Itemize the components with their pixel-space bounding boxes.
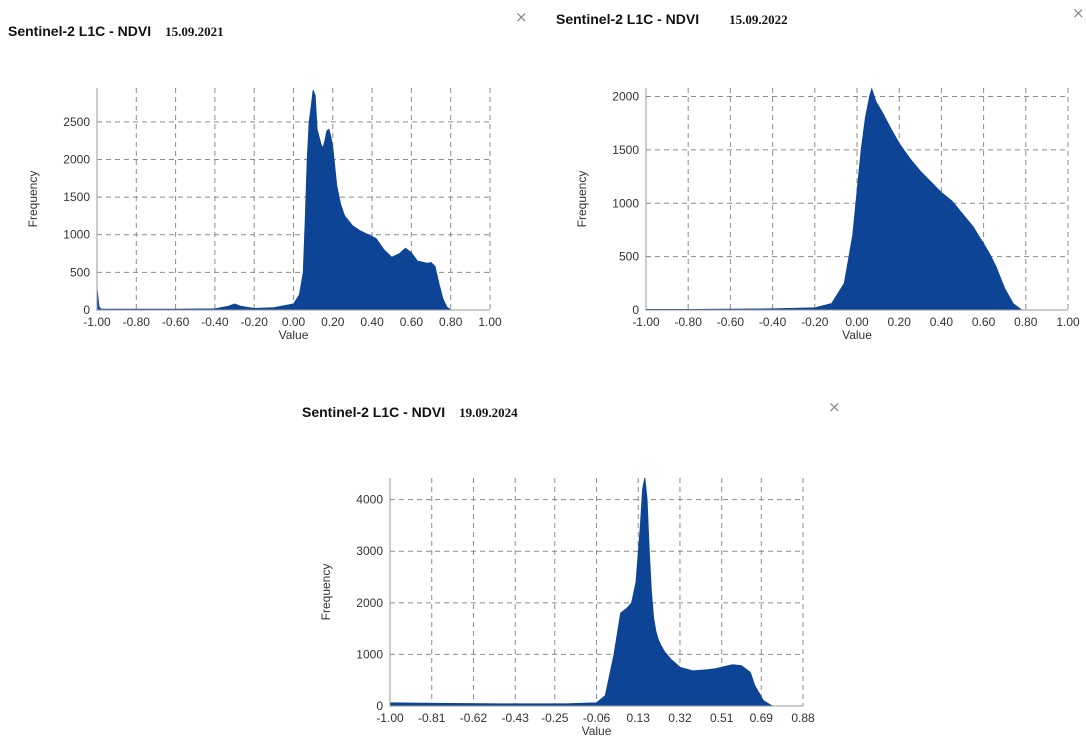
x-tick-label: -0.40 xyxy=(201,315,229,329)
y-tick-label: 1000 xyxy=(63,228,90,242)
x-axis-label: Value xyxy=(582,724,612,738)
x-tick-label: 0.20 xyxy=(321,315,345,329)
x-tick-label: 0.69 xyxy=(750,711,774,725)
panel-date: 19.09.2024 xyxy=(459,405,518,420)
y-tick-label: 1000 xyxy=(356,647,383,661)
y-tick-label: 2000 xyxy=(612,90,639,104)
panel-title-text: Sentinel-2 L1C - NDVI xyxy=(302,404,446,420)
x-tick-label: -0.43 xyxy=(502,711,530,725)
panel-title-2021: Sentinel-2 L1C - NDVI 15.09.2021 xyxy=(8,23,224,40)
panel-date: 15.09.2022 xyxy=(729,12,788,27)
x-tick-label: 1.00 xyxy=(478,315,502,329)
y-tick-label: 2500 xyxy=(63,115,90,129)
y-axis-label: Frequency xyxy=(575,171,589,228)
y-tick-label: 3000 xyxy=(356,544,383,558)
histogram-chart-2022: -1.00 -0.80 -0.60 -0.40 -0.20 0.00 0.20 0.40 0.6… xyxy=(575,87,1080,342)
panel-title-text: Sentinel-2 L1C - NDVI xyxy=(8,23,152,39)
x-tick-label: 0.40 xyxy=(930,315,954,329)
x-tick-label: -0.20 xyxy=(241,315,269,329)
y-tick-label: 4000 xyxy=(356,493,383,507)
y-tick-label: 1500 xyxy=(63,190,90,204)
y-tick-label: 500 xyxy=(619,250,639,264)
x-tick-label: 0.60 xyxy=(400,315,424,329)
histogram-panel-2021: Sentinel-2 L1C - NDVI 15.09.2021 × -1.00-… xyxy=(0,0,540,370)
y-tick-label: 0 xyxy=(83,303,90,317)
histogram-panel-2024: Sentinel-2 L1C - NDVI 19.09.2024 × -1.00-… xyxy=(290,380,850,749)
x-tick-label: -0.40 xyxy=(759,315,787,329)
x-tick-label: 0.60 xyxy=(972,315,996,329)
x-axis-label: Value xyxy=(279,328,309,342)
x-tick-label: 0.00 xyxy=(845,315,869,329)
x-tick-label: 0.88 xyxy=(791,711,815,725)
close-icon[interactable]: × xyxy=(1072,4,1085,22)
x-tick-label: -0.60 xyxy=(717,315,745,329)
x-tick-label: -0.06 xyxy=(583,711,611,725)
y-tick-label: 2000 xyxy=(63,152,90,166)
y-tick-label: 0 xyxy=(376,699,383,713)
x-tick-label: 0.13 xyxy=(627,711,651,725)
x-tick-label: -1.00 xyxy=(632,315,660,329)
x-tick-label: -0.80 xyxy=(123,315,151,329)
y-tick-label: 1000 xyxy=(612,196,639,210)
panel-date: 15.09.2021 xyxy=(165,24,224,39)
x-tick-label: -0.80 xyxy=(675,315,703,329)
x-tick-label: -1.00 xyxy=(376,711,404,725)
panel-title-text: Sentinel-2 L1C - NDVI xyxy=(556,11,700,27)
y-tick-label: 1500 xyxy=(612,143,639,157)
x-tick-label: 1.00 xyxy=(1056,315,1080,329)
x-tick-label: -1.00 xyxy=(83,315,111,329)
y-axis-label: Frequency xyxy=(319,564,333,621)
histogram-area xyxy=(389,477,775,707)
close-icon[interactable]: × xyxy=(828,398,841,416)
x-tick-label: -0.81 xyxy=(418,711,446,725)
histogram-area xyxy=(96,90,453,311)
x-tick-label: -0.20 xyxy=(801,315,829,329)
x-axis-label: Value xyxy=(842,328,872,342)
close-icon[interactable]: × xyxy=(515,8,528,26)
panel-title-2022: Sentinel-2 L1C - NDVI 15.09.2022 xyxy=(556,11,788,28)
x-tick-label: -0.60 xyxy=(162,315,190,329)
x-tick-label: 0.51 xyxy=(710,711,734,725)
x-tick-label: 0.80 xyxy=(1014,315,1038,329)
y-tick-label: 2000 xyxy=(356,596,383,610)
x-tick-label: 0.00 xyxy=(282,315,306,329)
histogram-chart-2021: -1.00 -0.80 -0.60 -0.40 -0.20 0.00 0.20 0.40 0.6… xyxy=(26,88,502,342)
histogram-area xyxy=(645,87,1024,311)
x-tick-label: -0.62 xyxy=(460,711,488,725)
grid xyxy=(97,88,491,310)
histogram-panel-2022: Sentinel-2 L1C - NDVI 15.09.2022 × -1.00-… xyxy=(540,0,1086,370)
x-tick-label: -0.25 xyxy=(541,711,569,725)
histogram-chart-2024: -1.00 -0.81 -0.62 -0.43 -0.25 -0.06 0.13 0.32 0.… xyxy=(319,477,815,738)
x-tick-label: 0.80 xyxy=(439,315,463,329)
y-tick-label: 500 xyxy=(70,265,90,279)
y-tick-label: 0 xyxy=(632,303,639,317)
x-tick-label: 0.32 xyxy=(668,711,692,725)
x-tick-label: 0.20 xyxy=(888,315,912,329)
x-tick-label: 0.40 xyxy=(360,315,384,329)
panel-title-2024: Sentinel-2 L1C - NDVI 19.09.2024 xyxy=(302,404,518,421)
y-axis-label: Frequency xyxy=(26,171,40,228)
